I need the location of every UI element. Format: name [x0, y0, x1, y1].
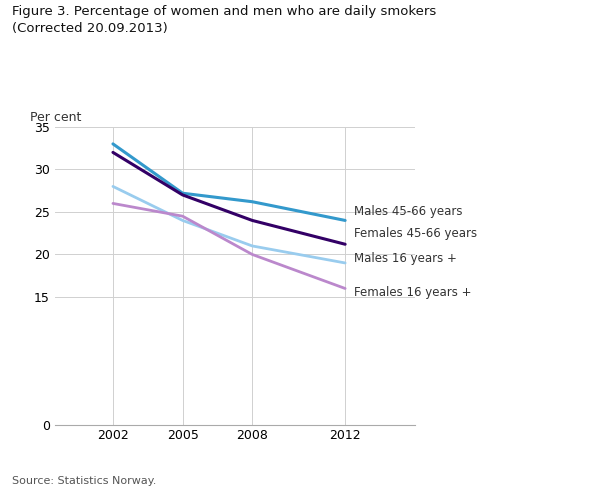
Text: Males 45-66 years: Males 45-66 years	[354, 205, 463, 219]
Text: Females 16 years +: Females 16 years +	[354, 286, 472, 299]
Text: Figure 3. Percentage of women and men who are daily smokers
(Corrected 20.09.201: Figure 3. Percentage of women and men wh…	[12, 5, 436, 35]
Text: Females 45-66 years: Females 45-66 years	[354, 227, 478, 240]
Text: Source: Statistics Norway.: Source: Statistics Norway.	[12, 476, 157, 486]
Text: Per cent: Per cent	[30, 111, 81, 124]
Text: Males 16 years +: Males 16 years +	[354, 252, 458, 265]
